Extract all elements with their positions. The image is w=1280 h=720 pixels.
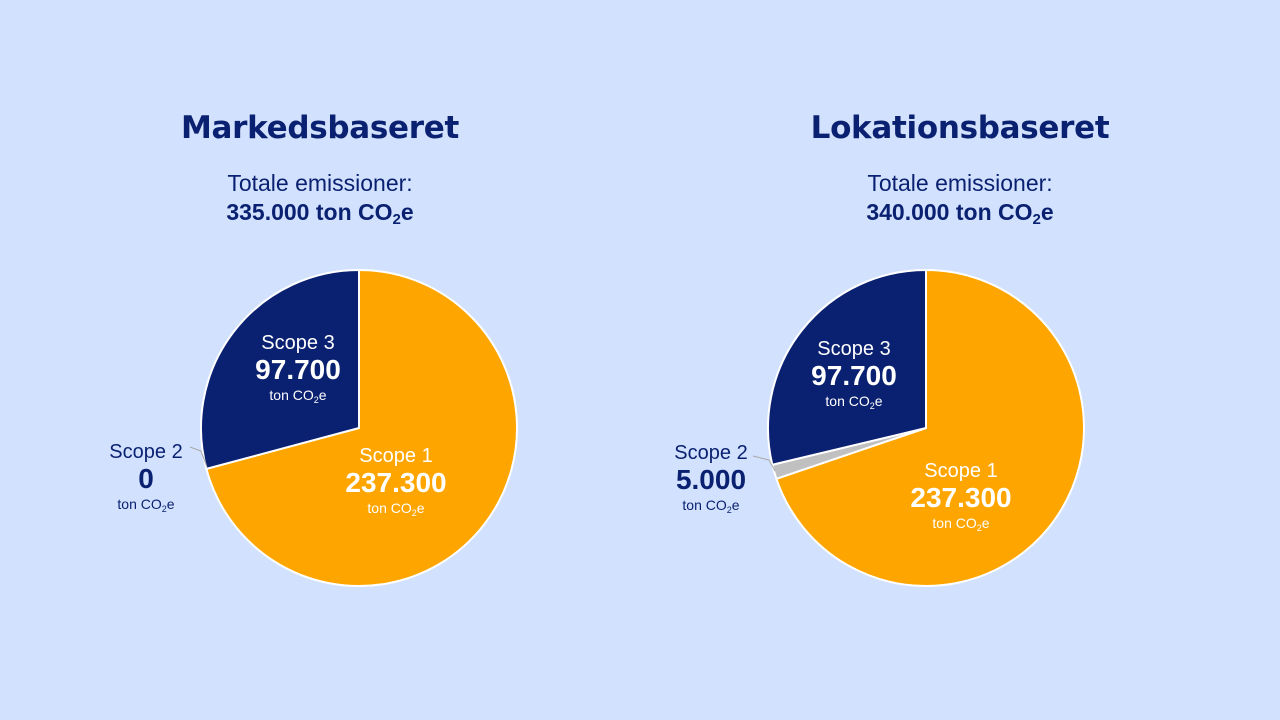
- chart-title: Markedsbaseret: [180, 110, 460, 146]
- pie-slice-scope-1: [205, 269, 519, 587]
- slice-name: Scope 1: [359, 445, 433, 467]
- slice-name: Scope 2: [674, 442, 748, 464]
- total-label: Totale emissioner:: [867, 170, 1053, 196]
- slice-value: 0: [138, 463, 154, 494]
- slice-unit: ton CO2e: [367, 500, 425, 518]
- total-value: 340.000 ton CO2e: [866, 199, 1054, 228]
- chart-title: Lokationsbaseret: [810, 110, 1110, 146]
- slice-unit: ton CO2e: [932, 515, 990, 533]
- chart-lokationsbaseret: Lokationsbaseret Totale emissioner: 340.…: [640, 0, 1280, 720]
- slice-label-scope-1: Scope 1 237.300 ton CO2e: [861, 460, 1061, 533]
- slice-value: 237.300: [910, 482, 1012, 513]
- slice-name: Scope 3: [261, 332, 335, 354]
- pie-slice-scope-3: [767, 269, 927, 466]
- slice-label-scope-3: Scope 3 97.700 ton CO2e: [754, 338, 954, 411]
- pie-slice-scope-3: [200, 269, 360, 470]
- slice-name: Scope 1: [924, 460, 998, 482]
- slice-label-scope-3: Scope 3 97.700 ton CO2e: [198, 332, 398, 405]
- chart-markedsbaseret: Markedsbaseret Totale emissioner: 335.00…: [46, 110, 519, 587]
- slice-name: Scope 2: [109, 441, 183, 463]
- total-value: 335.000 ton CO2e: [226, 199, 414, 228]
- slice-value: 5.000: [675, 464, 747, 495]
- slice-label-scope-2: Scope 2 5.000 ton CO2e: [611, 442, 811, 515]
- pie-chart: [752, 269, 1086, 587]
- leader-line-scope-2: [752, 455, 776, 472]
- slice-unit: ton CO2e: [269, 387, 327, 405]
- slice-name: Scope 3: [817, 338, 891, 360]
- slice-unit: ton CO2e: [682, 497, 740, 515]
- slice-unit: ton CO2e: [825, 393, 883, 411]
- pie-chart: [189, 269, 519, 587]
- slice-value: 97.700: [255, 354, 341, 385]
- leader-line-scope-2: [189, 446, 208, 468]
- total-label: Totale emissioner:: [227, 170, 413, 196]
- slice-value: 97.700: [811, 360, 897, 391]
- slice-unit: ton CO2e: [117, 496, 175, 514]
- slice-label-scope-1: Scope 1 237.300 ton CO2e: [296, 445, 496, 518]
- slice-label-scope-2: Scope 2 0 ton CO2e: [46, 441, 246, 514]
- pie-slice-scope-1: [775, 269, 1086, 587]
- slice-value: 237.300: [345, 467, 447, 498]
